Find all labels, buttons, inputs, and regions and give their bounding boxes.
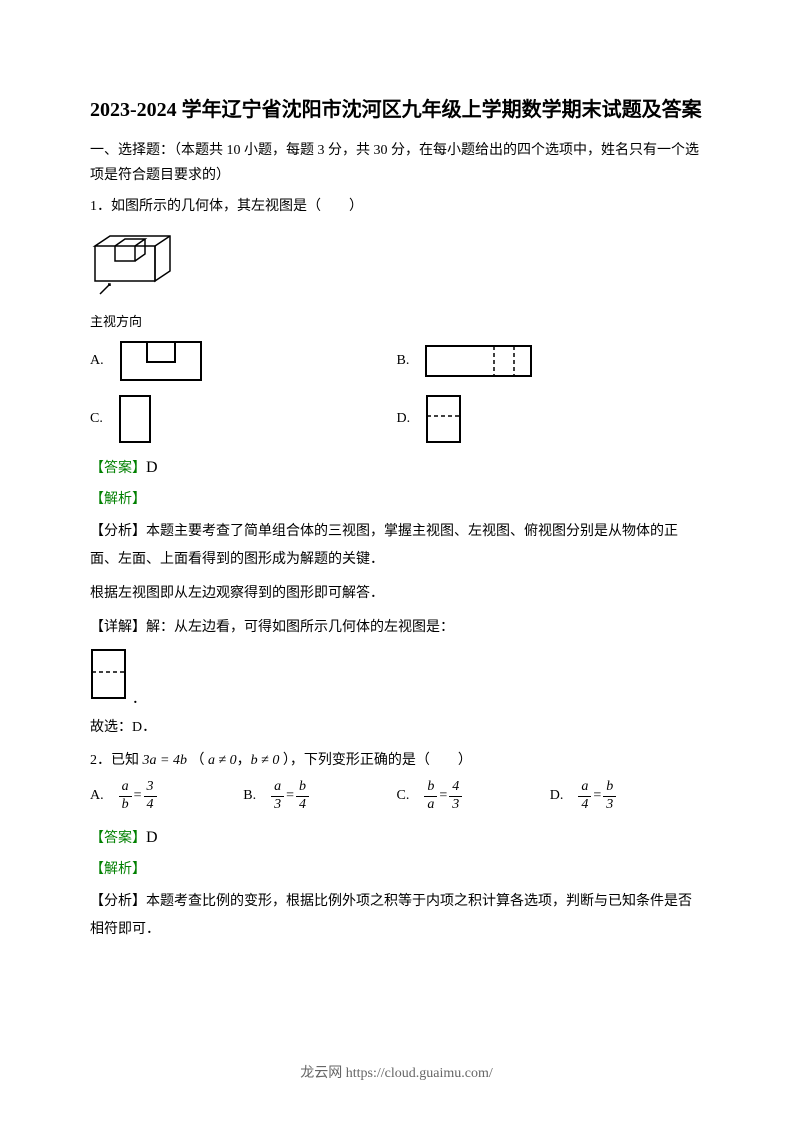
- q1-options-row-2: C. D.: [90, 394, 703, 444]
- q1-analysis-label: 【解析】: [90, 487, 703, 512]
- q1-method: 根据左视图即从左边观察得到的图形即可解答．: [90, 580, 703, 608]
- q2-text: 2．已知 3a = 4b （ a ≠ 0，b ≠ 0 ），下列变形正确的是（ ）: [90, 748, 703, 773]
- q1-answer-figure: ．: [90, 648, 703, 708]
- q1-options-row-1: A. B.: [90, 340, 703, 382]
- q2-option-b: B. a3=b4: [243, 779, 396, 814]
- fraction-c: ba=43: [424, 779, 462, 814]
- option-label-d2: D.: [550, 788, 564, 804]
- fraction-a: ab=34: [119, 779, 157, 814]
- q1-option-a: A.: [90, 340, 397, 382]
- option-label-d: D.: [397, 411, 411, 427]
- q2-option-a: A. ab=34: [90, 779, 243, 814]
- fenxi-text: 本题主要考查了简单组合体的三视图，掌握主视图、左视图、俯视图分别是从物体的正面、…: [90, 524, 678, 567]
- answer-label: 【答案】: [90, 461, 146, 476]
- q2-analysis-label: 【解析】: [90, 857, 703, 882]
- answer-letter-2: D: [146, 829, 158, 846]
- fenxi-text-2: 本题考查比例的变形，根据比例外项之积等于内项之积计算各选项，判断与已知条件是否相…: [90, 894, 692, 937]
- option-b-shape: [424, 344, 534, 378]
- fenxi-label: 【分析】: [90, 524, 146, 539]
- section-header: 一、选择题：（本题共 10 小题，每题 3 分，共 30 分，在每小题给出的四个…: [90, 138, 703, 188]
- answer-letter: D: [146, 459, 158, 476]
- q2-options-row: A. ab=34 B. a3=b4 C. ba=43 D. a4=b3: [90, 779, 703, 814]
- q2-equation: 3a = 4b: [143, 753, 191, 768]
- detail-label: 【详解】: [90, 620, 146, 635]
- q2-fenxi: 【分析】本题考查比例的变形，根据比例外项之积等于内项之积计算各选项，判断与已知条…: [90, 888, 703, 944]
- q2-option-d: D. a4=b3: [550, 779, 703, 814]
- option-label-c: C.: [90, 411, 103, 427]
- fraction-b: a3=b4: [271, 779, 309, 814]
- option-a-shape: [119, 340, 204, 382]
- q1-figure-3d: 主视方向: [90, 226, 703, 330]
- fenxi-label-2: 【分析】: [90, 894, 146, 909]
- q2-suffix: ，下列变形正确的是（ ）: [290, 753, 472, 768]
- option-c-shape: [118, 394, 153, 444]
- page-footer: 龙云网 https://cloud.guaimu.com/: [0, 1062, 793, 1082]
- q1-fenxi: 【分析】本题主要考查了简单组合体的三视图，掌握主视图、左视图、俯视图分别是从物体…: [90, 518, 703, 574]
- q1-text: 1．如图所示的几何体，其左视图是（ ）: [90, 194, 703, 219]
- option-d-shape: [425, 394, 463, 444]
- q1-detail: 【详解】解：从左边看，可得如图所示几何体的左视图是：: [90, 614, 703, 642]
- q1-option-d: D.: [397, 394, 704, 444]
- option-label-b: B.: [397, 353, 410, 369]
- option-label-a: A.: [90, 353, 104, 369]
- view-direction-label: 主视方向: [90, 311, 703, 330]
- q2-condition: （ a ≠ 0，b ≠ 0 ）: [190, 753, 289, 768]
- page-title: 2023-2024 学年辽宁省沈阳市沈河区九年级上学期数学期末试题及答案: [90, 90, 703, 130]
- q2-option-c: C. ba=43: [397, 779, 550, 814]
- option-label-a2: A.: [90, 788, 104, 804]
- option-label-b2: B.: [243, 788, 256, 804]
- q1-option-c: C.: [90, 394, 397, 444]
- answer-label-2: 【答案】: [90, 831, 146, 846]
- fraction-d: a4=b3: [578, 779, 616, 814]
- q2-answer-row: 【答案】D: [90, 826, 703, 851]
- q1-option-b: B.: [397, 340, 704, 382]
- q1-answer-row: 【答案】D: [90, 456, 703, 481]
- q1-conclusion: 故选：D．: [90, 714, 703, 742]
- option-label-c2: C.: [397, 788, 410, 804]
- detail-text: 解：从左边看，可得如图所示几何体的左视图是：: [146, 620, 454, 635]
- q2-prefix: 2．已知: [90, 753, 139, 768]
